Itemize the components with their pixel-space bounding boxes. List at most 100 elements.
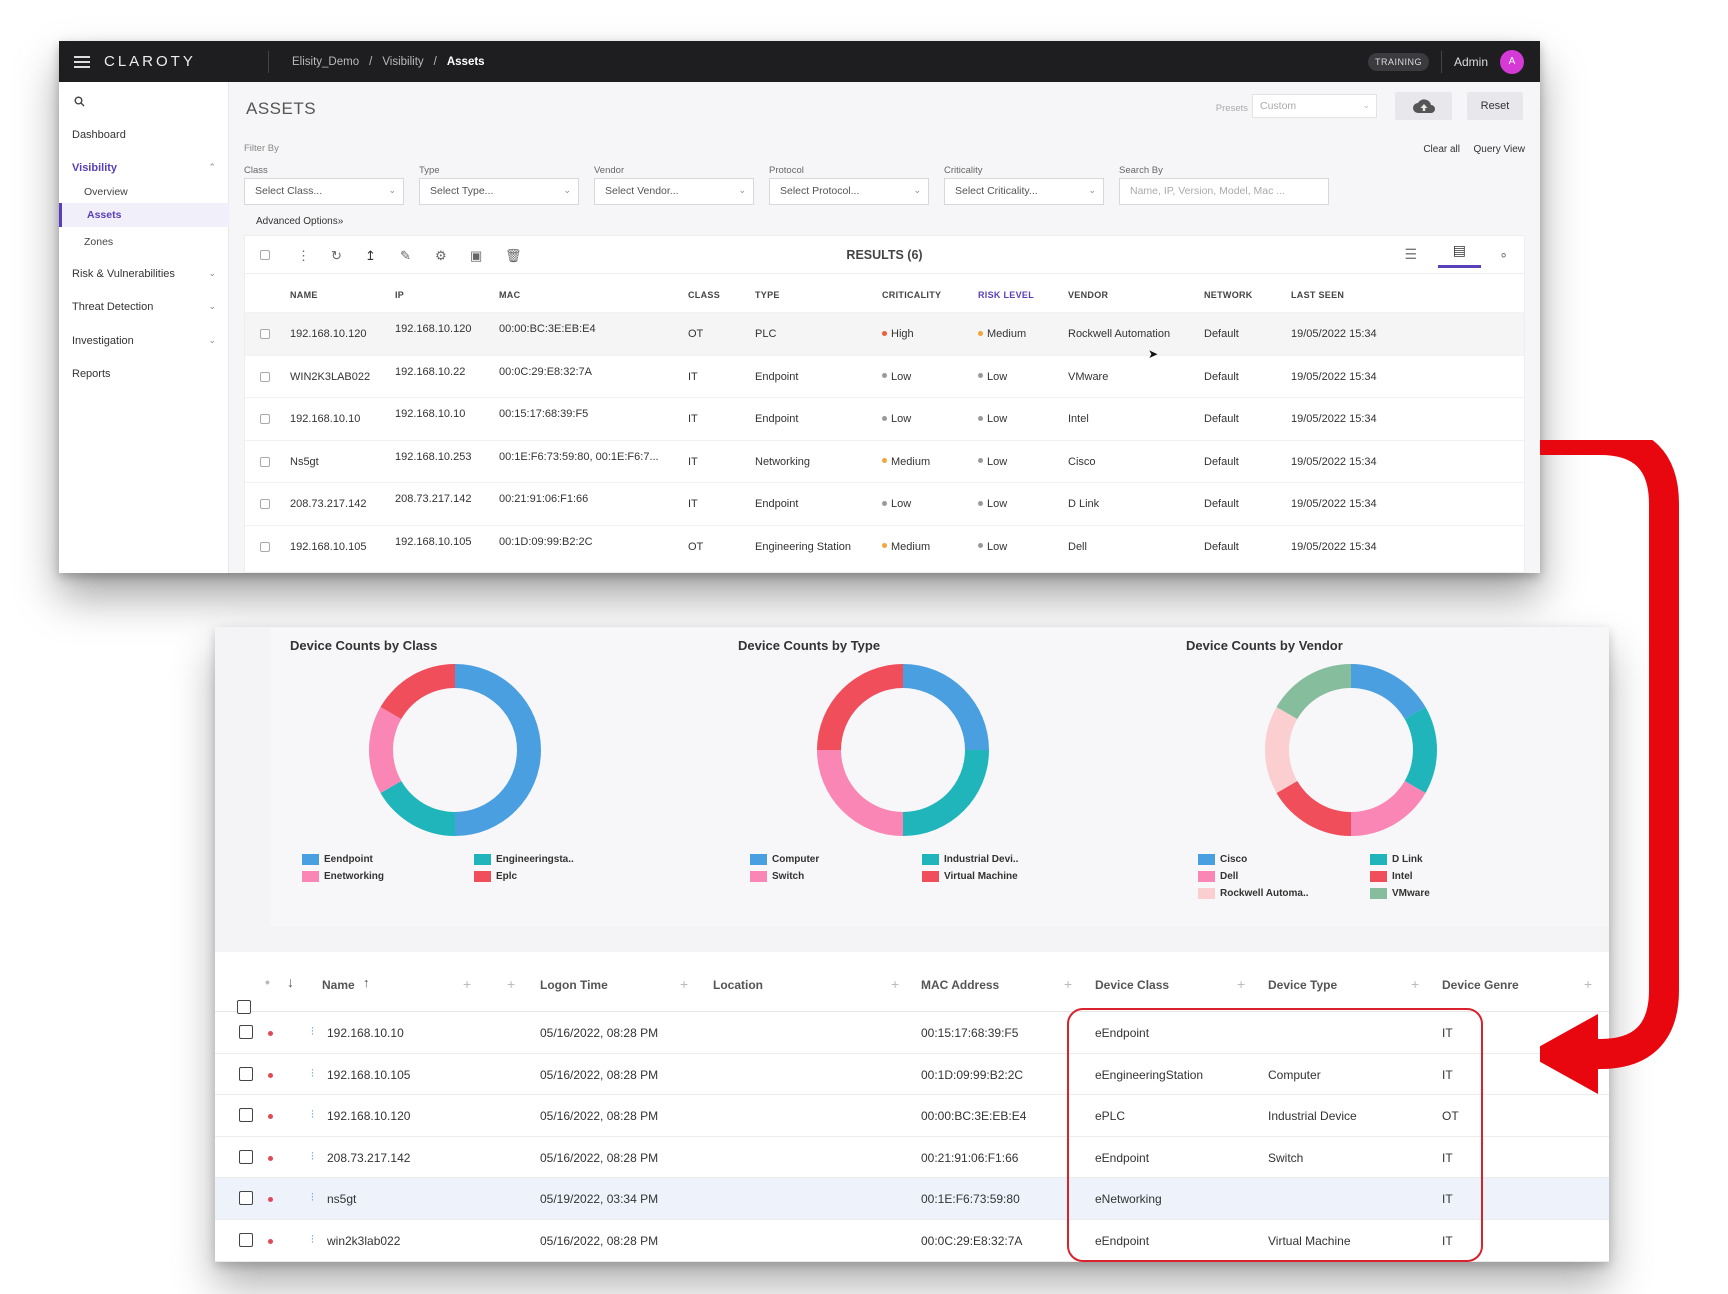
row-checkbox[interactable]: [260, 456, 270, 467]
breadcrumb-visibility[interactable]: Visibility: [382, 55, 424, 68]
grid-row[interactable]: ⫶ win2k3lab022 05/16/2022, 08:28 PM 00:0C:2…: [215, 1220, 1609, 1262]
donut-slice[interactable]: [1351, 664, 1426, 719]
legend-item[interactable]: Eplc: [474, 871, 517, 882]
col-criticality[interactable]: CRITICALITY: [882, 290, 942, 300]
sidebar-item-risk[interactable]: Risk & Vulnerabilities: [72, 268, 175, 280]
chevron-down-icon[interactable]: ⌄: [208, 335, 216, 345]
layers-icon[interactable]: ☰: [1404, 246, 1417, 262]
donut-slice[interactable]: [1351, 781, 1426, 836]
row-checkbox[interactable]: [260, 371, 270, 382]
legend-item[interactable]: Industrial Devi..: [922, 854, 1018, 865]
plus-icon[interactable]: +: [680, 976, 689, 992]
row-checkbox[interactable]: [239, 1025, 253, 1039]
chevron-down-icon[interactable]: ⌄: [208, 301, 216, 311]
avatar[interactable]: A: [1500, 49, 1524, 74]
col-vendor[interactable]: VENDOR: [1068, 290, 1109, 300]
donut-slice[interactable]: [369, 707, 402, 793]
user-name[interactable]: Admin: [1453, 54, 1488, 69]
legend-item[interactable]: Cisco: [1198, 854, 1247, 865]
legend-item[interactable]: Intel: [1370, 871, 1413, 882]
chevron-up-icon[interactable]: ⌃: [208, 162, 216, 172]
col-name[interactable]: Name: [322, 978, 355, 992]
select-all-checkbox[interactable]: [260, 248, 270, 263]
col-ip[interactable]: IP: [395, 290, 405, 300]
donut-slice[interactable]: [1404, 707, 1437, 793]
arrow-down-icon[interactable]: ↓: [287, 974, 294, 990]
search-icon[interactable]: [74, 96, 85, 110]
table-row[interactable]: WIN2K3LAB022 192.168.10.22 00:0C:29:E8:32:…: [245, 354, 1524, 398]
presets-select[interactable]: Custom ⌄: [1252, 94, 1377, 118]
chevron-down-icon[interactable]: ⌄: [208, 268, 216, 278]
clear-all-link[interactable]: Clear all: [1423, 144, 1460, 155]
row-checkbox[interactable]: [239, 1233, 253, 1247]
protocol-select[interactable]: Select Protocol... ⌄: [769, 178, 929, 205]
donut-slice[interactable]: [817, 664, 903, 750]
grid-row[interactable]: ⫶ 192.168.10.105 05/16/2022, 08:28 PM 00:1D…: [215, 1054, 1609, 1096]
col-device-type[interactable]: Device Type: [1268, 978, 1338, 992]
device-name[interactable]: 192.168.10.105: [327, 1067, 411, 1082]
device-name[interactable]: ns5gt: [327, 1192, 357, 1207]
legend-item[interactable]: Rockwell Automa..: [1198, 888, 1309, 899]
col-last-seen[interactable]: LAST SEEN: [1291, 290, 1345, 300]
monitor-icon[interactable]: ▣: [470, 248, 483, 263]
criticality-select[interactable]: Select Criticality... ⌄: [944, 178, 1104, 205]
refresh-icon[interactable]: ↻: [331, 248, 342, 263]
legend-item[interactable]: Computer: [750, 854, 819, 865]
legend-item[interactable]: VMware: [1370, 888, 1430, 899]
col-device-genre[interactable]: Device Genre: [1442, 978, 1519, 992]
col-class[interactable]: CLASS: [688, 290, 721, 300]
col-location[interactable]: Location: [713, 978, 763, 992]
col-risk-level[interactable]: RISK LEVEL: [978, 290, 1035, 300]
row-checkbox[interactable]: [260, 414, 270, 424]
donut-slice[interactable]: [380, 781, 455, 836]
vendor-select[interactable]: Select Vendor... ⌄: [594, 178, 754, 205]
table-row[interactable]: Ns5gt 192.168.10.253 00:1E:F6:73:59:80, 00…: [245, 439, 1524, 483]
sidebar-item-zones[interactable]: Zones: [84, 236, 114, 248]
plus-icon[interactable]: +: [1064, 976, 1073, 992]
col-mac[interactable]: MAC: [499, 290, 521, 300]
legend-item[interactable]: Eendpoint: [302, 854, 373, 865]
device-name[interactable]: 208.73.217.142: [327, 1150, 411, 1165]
more-vertical-icon[interactable]: ⋮: [297, 248, 310, 263]
plus-icon[interactable]: +: [891, 976, 900, 992]
row-checkbox[interactable]: [260, 499, 270, 509]
row-checkbox[interactable]: [239, 1191, 253, 1206]
breadcrumb-site[interactable]: Elisity_Demo: [292, 55, 360, 68]
plus-icon[interactable]: +: [1584, 976, 1593, 992]
donut-slice[interactable]: [455, 664, 541, 836]
sort-up-icon[interactable]: ↑: [363, 975, 370, 990]
grid-row[interactable]: ⫶ ns5gt 05/19/2022, 03:34 PM 00:1E:F6:73:59…: [215, 1178, 1609, 1220]
plus-icon[interactable]: +: [1237, 976, 1246, 992]
plus-icon[interactable]: +: [463, 976, 472, 992]
hamburger-menu-icon[interactable]: [74, 55, 90, 68]
sidebar-item-investigation[interactable]: Investigation: [72, 335, 134, 347]
col-name[interactable]: NAME: [290, 290, 318, 300]
grid-row[interactable]: ⫶ 192.168.10.10 05/16/2022, 08:28 PM 00:15:…: [215, 1012, 1609, 1054]
donut-slice[interactable]: [903, 750, 989, 836]
sidebar-item-reports[interactable]: Reports: [72, 368, 111, 380]
sidebar-item-threat-detection[interactable]: Threat Detection: [72, 301, 154, 313]
legend-item[interactable]: Engineeringsta..: [474, 854, 574, 865]
sidebar-item-assets[interactable]: Assets: [59, 203, 229, 227]
row-checkbox[interactable]: [239, 1066, 253, 1081]
sidebar-item-overview[interactable]: Overview: [84, 186, 128, 198]
reset-button[interactable]: Reset: [1467, 92, 1523, 120]
col-network[interactable]: NETWORK: [1204, 290, 1253, 300]
plus-icon[interactable]: +: [1411, 976, 1420, 992]
trash-icon[interactable]: 🗑: [505, 248, 522, 263]
export-icon[interactable]: ↥: [365, 248, 376, 263]
table-row[interactable]: 192.168.10.120 192.168.10.120 00:00:BC:3E:…: [245, 312, 1524, 355]
row-checkbox[interactable]: [239, 1149, 253, 1164]
col-type[interactable]: TYPE: [755, 290, 780, 300]
legend-item[interactable]: D Link: [1370, 854, 1423, 865]
table-row[interactable]: 192.168.10.10 192.168.10.10 00:15:17:68:39…: [245, 397, 1524, 440]
table-row[interactable]: 208.73.217.142 208.73.217.142 00:21:91:06:…: [245, 482, 1524, 525]
legend-item[interactable]: Switch: [750, 871, 804, 882]
row-checkbox[interactable]: [260, 541, 270, 552]
advanced-options-link[interactable]: Advanced Options»: [256, 216, 344, 227]
gear-icon[interactable]: ⚙: [435, 248, 447, 263]
donut-slice[interactable]: [380, 664, 455, 719]
legend-item[interactable]: Virtual Machine: [922, 871, 1018, 882]
donut-slice[interactable]: [1265, 707, 1298, 793]
donut-slice[interactable]: [903, 664, 989, 750]
